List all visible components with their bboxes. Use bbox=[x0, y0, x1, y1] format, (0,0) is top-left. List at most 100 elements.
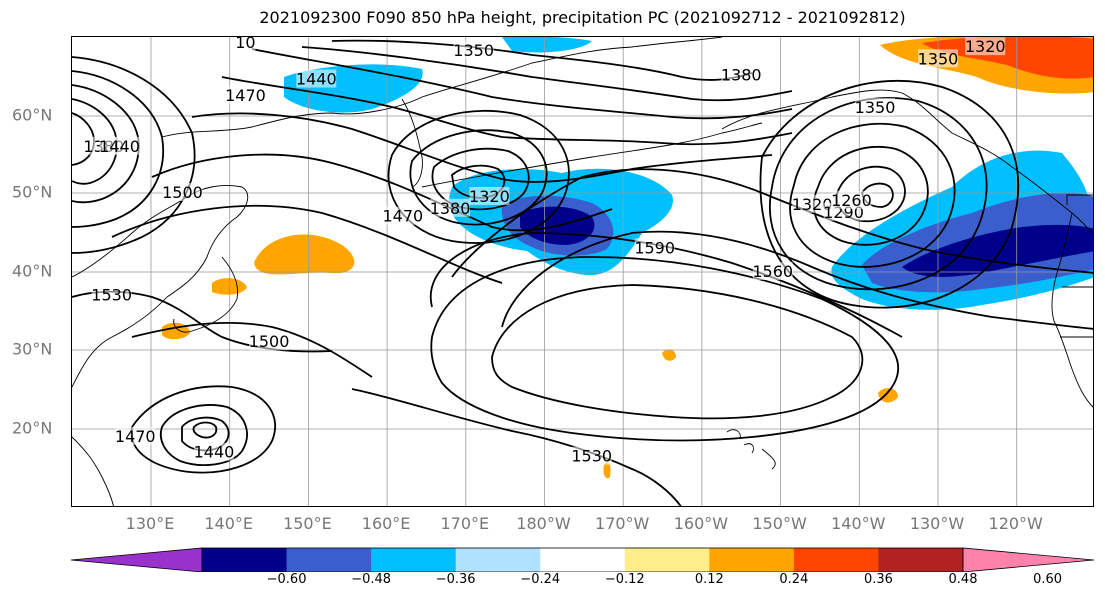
contour-label-bg bbox=[235, 37, 256, 52]
contour-label: 1530 bbox=[91, 285, 132, 304]
longitude-tick-label: 130°E bbox=[125, 514, 175, 533]
latitude-tick-label: 30°N bbox=[12, 339, 53, 359]
colorbar-tick-label: 0.60 bbox=[1033, 572, 1063, 587]
colorbar bbox=[70, 547, 1095, 572]
contour-label: 1500 bbox=[162, 183, 203, 202]
shade-positive-mid-pacific bbox=[662, 349, 676, 361]
colorbar-tick-label: −0.60 bbox=[266, 572, 307, 587]
contour-1380-low bbox=[192, 421, 218, 439]
map-plot: 1350 1440 1470 10 1380 1350 1320 1350 1380 1440 15… bbox=[72, 37, 1093, 506]
contour-label: 10 bbox=[235, 37, 255, 52]
contour-label-bg bbox=[792, 194, 833, 213]
colorbar-tick-label: 0.48 bbox=[948, 572, 978, 587]
contour-label: 1440 bbox=[99, 137, 140, 156]
colorbar-tick-label: −0.48 bbox=[351, 572, 392, 587]
graticule bbox=[72, 37, 1093, 506]
longitude-tick-label: 160°E bbox=[361, 514, 411, 533]
page-title: 2021092300 F090 850 hPa height, precipit… bbox=[259, 8, 906, 27]
contour-label: 1350 bbox=[855, 98, 896, 117]
contour-label-bg bbox=[469, 186, 510, 205]
contour-label: 1590 bbox=[634, 238, 675, 257]
longitude-tick-label: 130°W bbox=[909, 514, 965, 533]
contour-label-bg bbox=[634, 238, 675, 257]
contour-label-bg bbox=[965, 37, 1006, 56]
contour-low-nw-3 bbox=[72, 70, 164, 228]
longitude-tick-label: 140°E bbox=[204, 514, 254, 533]
contour-label: 1470 bbox=[382, 207, 423, 226]
colorbar-extend-low bbox=[70, 547, 203, 572]
contour-label: 1350 bbox=[918, 49, 959, 68]
contour-1500-north bbox=[151, 153, 613, 232]
latitude-tick-label: 50°N bbox=[12, 182, 53, 202]
colorbar-tick-label: 0.12 bbox=[694, 572, 724, 587]
contour-1530-subtropical bbox=[430, 256, 900, 442]
contour-label-bg bbox=[430, 198, 471, 217]
contour-low-gulf-5 bbox=[759, 79, 1020, 309]
colorbar-segment bbox=[793, 548, 879, 572]
contour-label: 1260 bbox=[831, 191, 872, 210]
contour-1440-north bbox=[221, 76, 793, 146]
coast-japan bbox=[173, 256, 239, 333]
latitude-tick-label: 20°N bbox=[12, 418, 53, 438]
contour-1470-low bbox=[130, 385, 277, 474]
coast-kamchatka bbox=[401, 98, 423, 188]
contour-label: 1500 bbox=[249, 332, 290, 351]
colorbar-tick-label: 0.36 bbox=[863, 572, 893, 587]
contour-1350-north bbox=[331, 39, 753, 81]
contour-label-bg bbox=[193, 442, 234, 461]
coast-north-america-west bbox=[1051, 212, 1093, 408]
colorbar-segment bbox=[540, 548, 626, 572]
contour-label: 1320 bbox=[965, 37, 1006, 56]
contour-low-gulf-2 bbox=[813, 145, 929, 246]
shade-negative-bering bbox=[502, 37, 592, 53]
contour-label-bg bbox=[99, 136, 140, 155]
longitude-tick-label: 180°W bbox=[516, 514, 571, 533]
longitude-tick-label: 170°E bbox=[440, 514, 490, 533]
contour-label-bg bbox=[225, 85, 266, 104]
contour-1380-north bbox=[301, 46, 793, 102]
contour-label: 1440 bbox=[194, 443, 235, 462]
contour-label-bg bbox=[115, 426, 156, 445]
contour-1560-ridge bbox=[451, 168, 1093, 278]
longitude-tick-label: 160°W bbox=[673, 514, 729, 533]
contour-1410-north bbox=[251, 48, 793, 120]
shade-positive-kuril bbox=[254, 234, 355, 275]
contour-low-nw-1 bbox=[72, 98, 118, 185]
contour-low-gulf-4 bbox=[769, 97, 988, 291]
contour-label-bg bbox=[249, 332, 290, 351]
contour-label: 1320 bbox=[792, 195, 833, 214]
contour-label: 1320 bbox=[469, 187, 510, 206]
colorbar-segment bbox=[878, 548, 964, 572]
contour-label-bg bbox=[721, 65, 762, 84]
longitude-tick-label: 120°W bbox=[988, 514, 1043, 533]
contour-label: 1440 bbox=[296, 70, 337, 89]
colorbar-extend-high bbox=[962, 547, 1095, 572]
contour-label: 1380 bbox=[430, 199, 471, 218]
shade-positive-south bbox=[603, 462, 611, 479]
contour-label-bg bbox=[382, 206, 423, 225]
contour-label: 1380 bbox=[721, 66, 762, 85]
contour-1500-south bbox=[131, 322, 373, 378]
colorbar-segment bbox=[455, 548, 541, 572]
contour-1530-south bbox=[351, 388, 682, 506]
longitude-tick-label: 150°W bbox=[752, 514, 807, 533]
contour-low-bering-4 bbox=[451, 164, 506, 199]
contour-low-gulf-3 bbox=[789, 122, 956, 268]
colorbar-tick-label: −0.36 bbox=[435, 572, 476, 587]
colorbar-segment bbox=[202, 548, 288, 572]
contour-label-bg bbox=[91, 285, 132, 304]
coast-asia-east bbox=[72, 185, 249, 388]
longitude-tick-label: 170°W bbox=[595, 514, 650, 533]
contour-label: 1530 bbox=[571, 447, 612, 466]
coast-canada-border bbox=[1060, 194, 1093, 338]
contour-1470-north bbox=[191, 112, 773, 183]
coast-siberia bbox=[161, 37, 723, 138]
longitude-tick-label: 150°E bbox=[283, 514, 332, 533]
contour-labels: 1350 1440 1470 10 1380 1350 1320 1350 1380 1440 15… bbox=[83, 37, 1006, 466]
contour-low-nw-2 bbox=[72, 84, 140, 204]
latitude-tick-label: 60°N bbox=[12, 105, 53, 125]
contour-label: 1350 bbox=[453, 41, 494, 60]
colorbar-segment bbox=[371, 548, 457, 572]
contour-label-bg bbox=[831, 190, 872, 209]
colorbar-segment bbox=[286, 548, 372, 572]
